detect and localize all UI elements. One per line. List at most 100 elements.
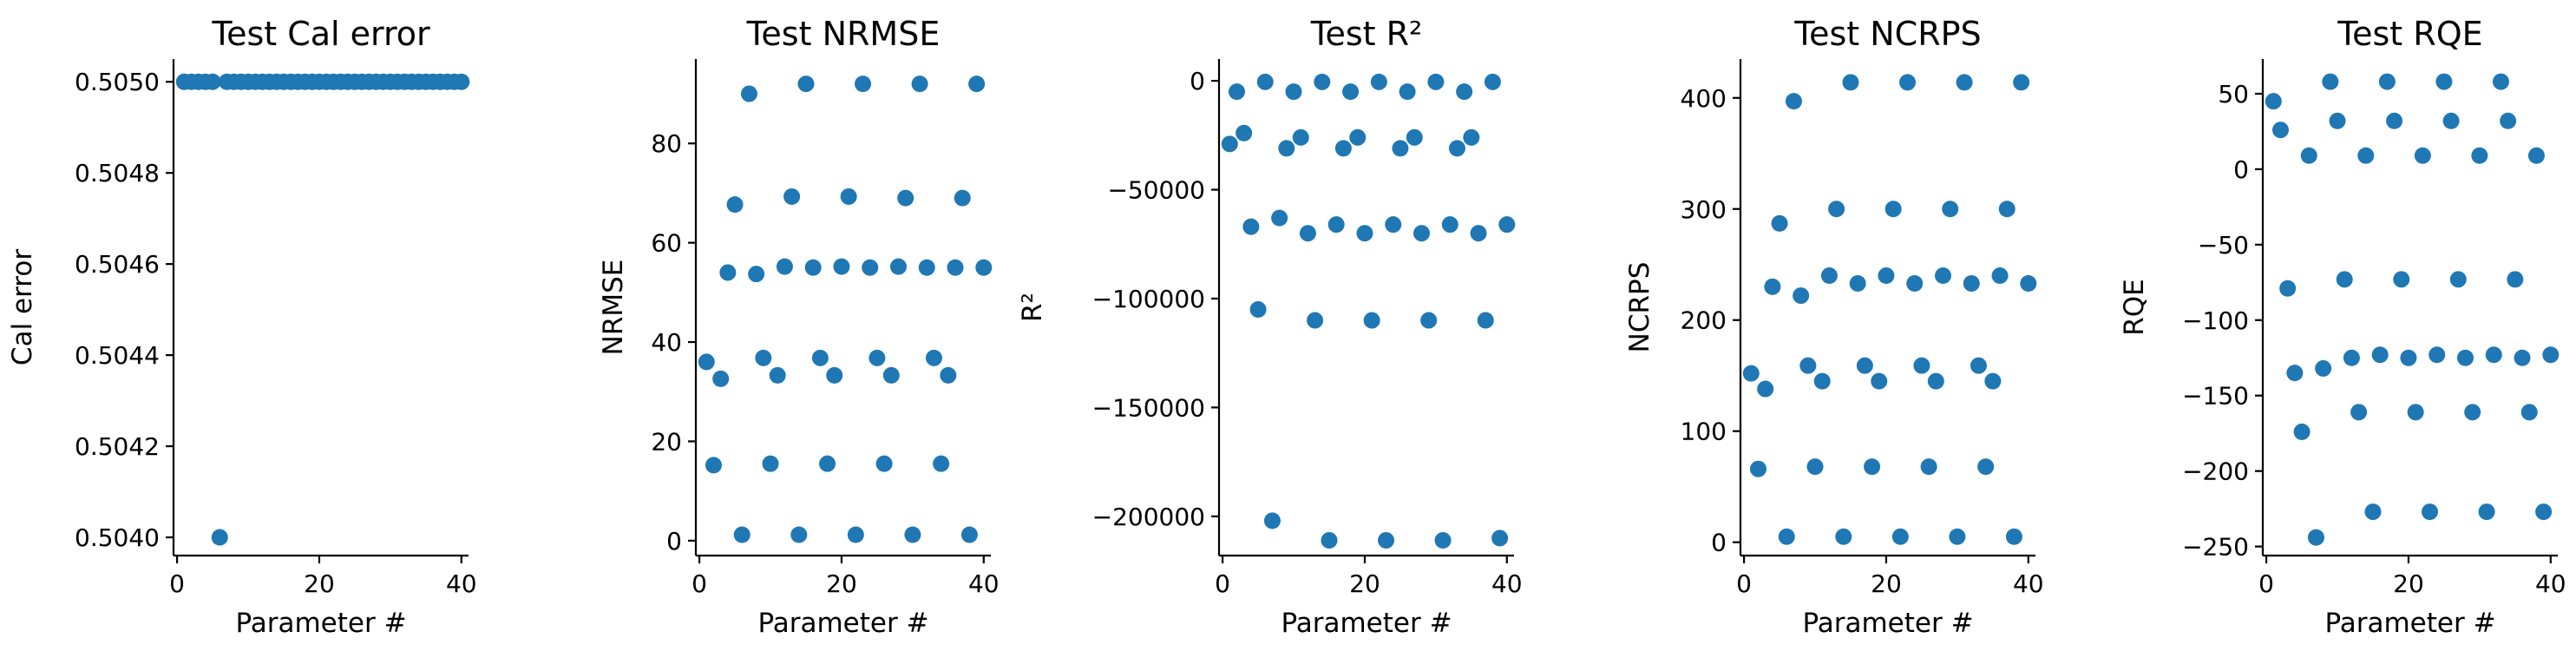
data-point <box>875 455 893 472</box>
x-tick-label: 20 <box>1349 569 1380 598</box>
data-point <box>783 188 801 205</box>
data-point <box>726 196 744 214</box>
data-point <box>698 353 715 371</box>
data-point <box>1920 458 1937 476</box>
y-tick-label: 0.5048 <box>75 159 160 188</box>
data-point <box>1956 74 1973 91</box>
data-point <box>904 526 921 543</box>
y-axis-label: Cal error <box>7 249 38 365</box>
data-point <box>2364 503 2382 521</box>
x-axis-label: Parameter # <box>1281 608 1452 639</box>
data-point <box>790 526 808 543</box>
chart-title: Test R² <box>1310 15 1423 53</box>
data-point <box>1963 274 1980 292</box>
data-point <box>2485 346 2502 364</box>
data-point <box>1406 128 1423 146</box>
data-point <box>1891 528 1909 545</box>
x-tick-label: 20 <box>1871 569 1902 598</box>
data-point <box>2464 404 2481 421</box>
data-point <box>1349 128 1367 146</box>
data-point <box>1228 83 1245 101</box>
data-point <box>2507 271 2524 288</box>
data-point <box>1448 140 1465 157</box>
x-tick-label: 20 <box>304 569 335 598</box>
data-point <box>862 259 879 276</box>
y-tick-label: 0.5042 <box>75 432 160 461</box>
data-point <box>1477 312 1494 329</box>
data-point <box>1771 214 1788 232</box>
data-point <box>1314 73 1331 90</box>
x-tick-label: 0 <box>692 569 707 598</box>
data-point <box>2514 349 2531 366</box>
data-point <box>847 526 864 543</box>
data-point <box>2435 73 2453 90</box>
data-point <box>2336 271 2353 288</box>
data-point <box>1799 357 1817 374</box>
data-point <box>2429 346 2446 364</box>
y-tick-label: 40 <box>651 328 682 357</box>
data-point <box>1498 216 1516 234</box>
data-point <box>1463 128 1480 146</box>
data-point <box>2378 73 2396 90</box>
data-point <box>1906 274 1924 292</box>
data-point <box>2478 503 2495 521</box>
data-point <box>2315 359 2332 377</box>
data-point <box>2492 73 2509 90</box>
data-point <box>833 258 850 275</box>
data-point <box>1977 458 1995 476</box>
data-point <box>933 455 950 472</box>
data-point <box>1899 74 1917 91</box>
y-tick-label: 0 <box>1711 529 1727 557</box>
data-point <box>918 259 935 276</box>
data-point <box>2535 503 2553 521</box>
x-tick-label: 0 <box>169 569 185 598</box>
data-point <box>1456 83 1473 101</box>
y-tick-label: 80 <box>651 129 682 158</box>
data-point <box>2414 147 2431 164</box>
data-point <box>1399 83 1416 101</box>
data-point <box>968 76 986 93</box>
data-point <box>2386 112 2403 129</box>
data-point <box>705 457 722 474</box>
data-point <box>1299 225 1316 242</box>
y-tick-label: 0 <box>666 527 682 556</box>
data-point <box>911 76 928 93</box>
data-point <box>2527 147 2545 164</box>
x-tick-label: 40 <box>1491 569 1523 598</box>
data-point <box>755 349 772 366</box>
data-point <box>897 189 914 207</box>
chart-title: Test Cal error <box>211 15 430 53</box>
y-tick-label: −100 <box>2182 306 2249 335</box>
y-axis-label: NCRPS <box>1624 262 1655 353</box>
data-point <box>797 76 815 93</box>
data-point <box>204 73 221 90</box>
data-point <box>1813 372 1831 390</box>
data-point <box>960 526 978 543</box>
data-point <box>975 259 993 276</box>
data-point <box>2329 112 2346 129</box>
data-point <box>2400 349 2417 366</box>
data-point <box>1356 225 1373 242</box>
data-point <box>1842 74 1859 91</box>
data-point <box>719 264 737 281</box>
data-point <box>453 73 470 90</box>
data-point <box>2013 74 2030 91</box>
data-point <box>826 366 843 384</box>
data-point <box>1434 531 1452 549</box>
data-point <box>2322 73 2339 90</box>
data-point <box>2020 274 2037 292</box>
data-point <box>1491 530 1509 547</box>
x-tick-label: 40 <box>2535 569 2566 598</box>
data-point <box>1878 267 1895 285</box>
data-point <box>1927 372 1944 390</box>
y-tick-label: 60 <box>651 229 682 258</box>
y-tick-label: −150 <box>2182 382 2249 411</box>
data-point <box>1984 372 2002 390</box>
data-point <box>2357 147 2375 164</box>
data-point <box>1420 312 1438 329</box>
data-point <box>1835 528 1852 545</box>
data-point <box>882 366 900 384</box>
y-tick-label: −50000 <box>1107 176 1205 205</box>
y-tick-label: 50 <box>2218 80 2249 109</box>
data-point <box>1392 140 1409 157</box>
